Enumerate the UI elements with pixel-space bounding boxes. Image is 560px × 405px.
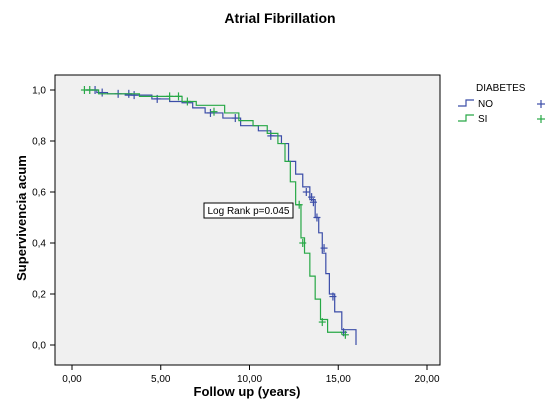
y-tick-label: 0,8 bbox=[32, 137, 46, 148]
censor-mark-si bbox=[299, 239, 307, 247]
legend-item-si: SI bbox=[458, 114, 545, 125]
censor-mark-no bbox=[130, 91, 138, 100]
censor-mark-no bbox=[98, 88, 106, 97]
x-axis-title: Follow up (years) bbox=[194, 384, 301, 399]
y-tick-label: 0,4 bbox=[32, 239, 46, 250]
log-rank-annotation: Log Rank p=0.045 bbox=[203, 202, 294, 219]
x-axis: 0,00 5,00 10,00 15,00 20,00 bbox=[62, 365, 440, 385]
y-tick-label: 0,0 bbox=[32, 341, 46, 352]
plot-area bbox=[54, 74, 441, 366]
censor-mark-no bbox=[206, 108, 214, 117]
series-layer bbox=[80, 86, 357, 345]
censor-mark-no bbox=[309, 198, 317, 207]
legend-swatch-line bbox=[458, 99, 474, 107]
censor-mark-si bbox=[166, 92, 174, 101]
censor-mark-si bbox=[86, 86, 94, 94]
censor-mark-si bbox=[183, 97, 191, 106]
legend-swatch-line bbox=[458, 114, 474, 122]
censor-mark-si bbox=[210, 107, 218, 116]
y-axis: 0,0 0,2 0,4 0,6 0,8 1,0 bbox=[32, 86, 55, 352]
y-axis-title: Supervivencia acum bbox=[14, 155, 29, 281]
censor-mark-no bbox=[329, 292, 337, 301]
annotation-text: Log Rank p=0.045 bbox=[207, 206, 289, 217]
censor-mark-si bbox=[341, 330, 349, 339]
x-tick-label: 0,00 bbox=[62, 374, 82, 385]
y-tick-label: 0,2 bbox=[32, 290, 46, 301]
censor-mark-si bbox=[318, 318, 326, 327]
censor-mark-si bbox=[295, 200, 303, 209]
censor-mark-no bbox=[320, 244, 328, 253]
x-tick-label: 10,00 bbox=[237, 374, 262, 385]
legend-label: NO bbox=[478, 99, 493, 110]
legend: DIABETES NO SI bbox=[458, 83, 545, 125]
x-tick-label: 5,00 bbox=[151, 374, 171, 385]
censor-mark-no bbox=[308, 193, 316, 202]
legend-label: SI bbox=[478, 114, 487, 125]
censor-mark-no bbox=[313, 213, 321, 222]
annotation-box bbox=[203, 202, 294, 219]
legend-title: DIABETES bbox=[476, 83, 526, 94]
censor-mark-no bbox=[231, 114, 239, 123]
legend-item-no: NO bbox=[458, 99, 545, 110]
series-line-no bbox=[86, 89, 357, 345]
x-tick-label: 20,00 bbox=[414, 374, 439, 385]
y-tick-label: 0,6 bbox=[32, 188, 46, 199]
x-tick-label: 15,00 bbox=[326, 374, 351, 385]
chart-title: Atrial Fibrillation bbox=[224, 10, 335, 26]
censor-mark-si bbox=[175, 92, 182, 101]
censor-mark-no bbox=[302, 188, 310, 196]
y-tick-label: 1,0 bbox=[32, 86, 46, 97]
